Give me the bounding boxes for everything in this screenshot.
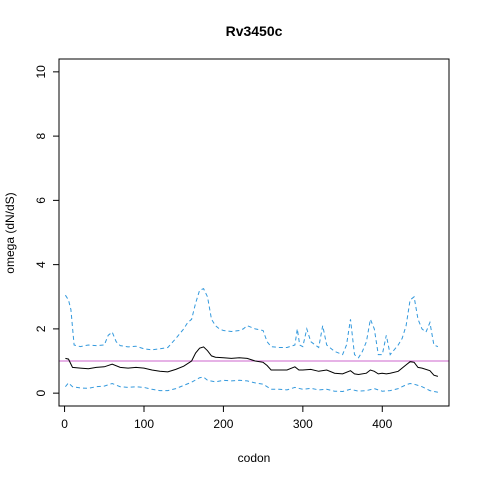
- omega-estimate-line: [65, 346, 439, 377]
- x-tick-label: 200: [213, 417, 233, 431]
- y-tick-label: 4: [34, 261, 48, 268]
- y-tick-label: 6: [34, 197, 48, 204]
- chart-title: Rv3450c: [226, 23, 283, 39]
- x-tick-label: 300: [293, 417, 313, 431]
- plot-area: [59, 288, 449, 393]
- y-tick-label: 8: [34, 132, 48, 139]
- x-tick-label: 0: [61, 417, 68, 431]
- y-axis-label: omega (dN/dS): [3, 192, 17, 273]
- y-tick-label: 2: [34, 325, 48, 332]
- lower-bound-line: [65, 376, 438, 393]
- x-tick-label: 400: [372, 417, 392, 431]
- y-tick-label: 10: [34, 65, 48, 79]
- upper-bound-line: [64, 288, 439, 359]
- x-axis-label: codon: [238, 451, 271, 465]
- x-tick-label: 100: [134, 417, 154, 431]
- y-tick-label: 0: [34, 389, 48, 396]
- plot-frame: [58, 58, 450, 407]
